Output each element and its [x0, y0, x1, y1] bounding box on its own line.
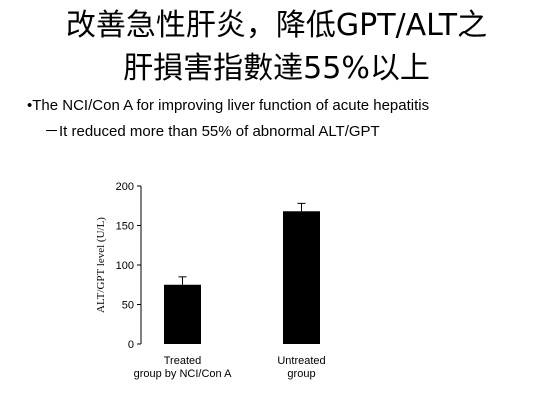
bar: [283, 211, 320, 344]
bar: [164, 284, 201, 344]
chart-labels: ALT/GPT level (U/L) Treated group by NCI/C…: [95, 217, 326, 380]
y-tick-label: 150: [116, 221, 134, 233]
category-label: Treated group by NCI/Con A: [134, 355, 232, 380]
bullet-point-1: •The NCI/Con A for improving liver funct…: [27, 97, 430, 114]
chart-bars: [164, 202, 320, 344]
y-tick-label: 50: [122, 300, 134, 312]
y-tick-label: 200: [116, 181, 134, 193]
bullet-point-2: －It reduced more than 55% of abnormal AL…: [44, 123, 380, 140]
y-axis-label: ALT/GPT level (U/L): [95, 217, 107, 313]
slide-title-line-2: 肝損害指數達55%以上: [123, 51, 430, 86]
slide-title-line-1: 改善急性肝炎，降低GPT/ALT之: [65, 8, 488, 43]
chart-axes: 0 50 100 150 200: [116, 181, 142, 351]
y-tick-label: 100: [116, 260, 134, 272]
category-label: Untreated group: [277, 355, 325, 380]
y-tick-label: 0: [128, 339, 134, 351]
